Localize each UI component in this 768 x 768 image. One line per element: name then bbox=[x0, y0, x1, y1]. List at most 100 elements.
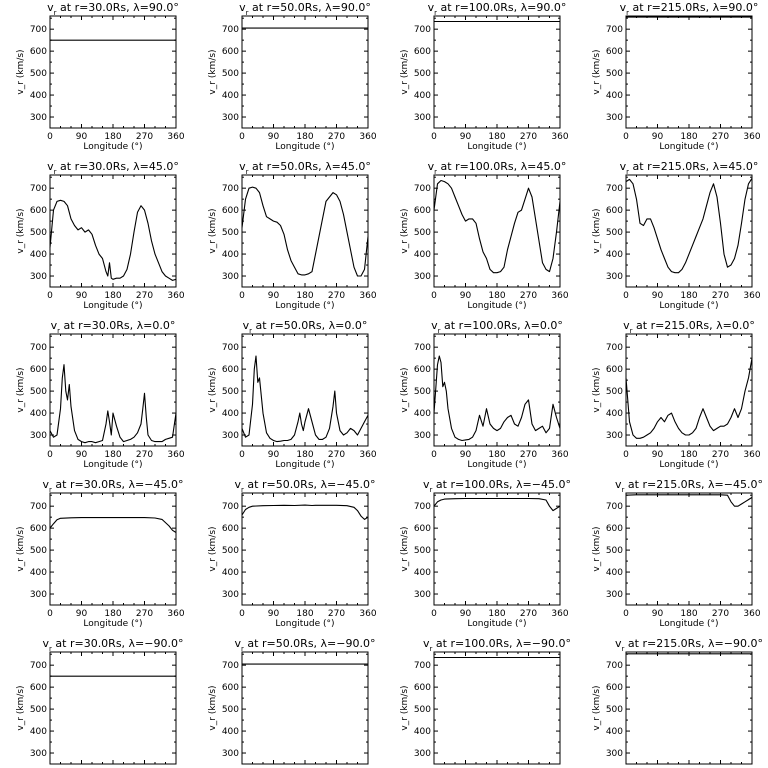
y-tick-label: 500 bbox=[414, 228, 431, 238]
title-text: at r=100.0Rs, λ=90.0° bbox=[437, 1, 566, 14]
y-tick-label: 300 bbox=[30, 431, 47, 441]
title-symbol: v bbox=[423, 637, 430, 650]
panel-4-2: vr at r=50.0Rs, λ=−45.0° 0 90 180 270 360 300 4… bbox=[208, 478, 377, 629]
title-subscript: r bbox=[630, 327, 633, 335]
title-subscript: r bbox=[434, 9, 437, 17]
x-tick-label: 90 bbox=[460, 450, 472, 460]
y-axis-label: v_r (km/s) bbox=[592, 526, 602, 571]
y-tick-label: 700 bbox=[414, 343, 431, 353]
y-tick-label: 400 bbox=[222, 409, 239, 419]
y-tick-label: 300 bbox=[30, 749, 47, 759]
x-axis-label: Longitude (°) bbox=[467, 460, 526, 470]
plot-frame bbox=[625, 15, 753, 129]
y-tick-label: 500 bbox=[30, 387, 47, 397]
plot-frame bbox=[49, 15, 177, 129]
panel-title: vr at r=215.0Rs, λ=0.0° bbox=[623, 319, 755, 335]
y-tick-label: 400 bbox=[606, 727, 623, 737]
title-subscript: r bbox=[626, 168, 629, 176]
panel-5-2: vr at r=50.0Rs, λ=−90.0°0901802703603004… bbox=[208, 637, 376, 765]
title-text: at r=215.0Rs, λ=0.0° bbox=[633, 319, 755, 332]
plot-frame bbox=[433, 492, 561, 606]
plot-frame bbox=[625, 333, 753, 447]
y-tick-label: 600 bbox=[606, 365, 623, 375]
x-tick-label: 180 bbox=[680, 291, 697, 301]
y-tick-label: 300 bbox=[222, 431, 239, 441]
y-tick-label: 600 bbox=[414, 206, 431, 216]
y-axis-label: v_r (km/s) bbox=[208, 526, 218, 571]
x-tick-label: 180 bbox=[488, 132, 505, 142]
y-tick-label: 500 bbox=[606, 387, 623, 397]
x-tick-label: 180 bbox=[104, 291, 121, 301]
y-tick-label: 400 bbox=[30, 727, 47, 737]
title-symbol: v bbox=[615, 637, 622, 650]
title-symbol: v bbox=[43, 478, 50, 491]
x-tick-label: 270 bbox=[520, 450, 537, 460]
plot-frame bbox=[241, 174, 369, 288]
x-axis-label: Longitude (°) bbox=[659, 460, 718, 470]
panel-title: vr at r=100.0Rs, λ=45.0° bbox=[428, 160, 567, 176]
y-tick-label: 600 bbox=[222, 47, 239, 57]
x-tick-label: 0 bbox=[47, 609, 53, 619]
y-axis-label: v_r (km/s) bbox=[16, 367, 26, 412]
x-tick-label: 360 bbox=[551, 609, 568, 619]
x-tick-label: 180 bbox=[296, 450, 313, 460]
x-tick-label: 360 bbox=[359, 132, 376, 142]
plot-frame bbox=[241, 15, 369, 129]
y-tick-label: 300 bbox=[30, 272, 47, 282]
title-symbol: v bbox=[428, 160, 435, 173]
y-tick-label: 700 bbox=[222, 25, 239, 35]
title-symbol: v bbox=[239, 1, 246, 14]
x-tick-label: 360 bbox=[167, 609, 184, 619]
y-tick-label: 400 bbox=[222, 727, 239, 737]
series-line bbox=[49, 517, 177, 533]
y-tick-label: 400 bbox=[606, 91, 623, 101]
y-tick-label: 700 bbox=[606, 184, 623, 194]
panel-title: vr at r=100.0Rs, λ=0.0° bbox=[431, 319, 563, 335]
plot-frame bbox=[49, 492, 177, 606]
y-tick-label: 400 bbox=[414, 568, 431, 578]
x-tick-label: 270 bbox=[712, 450, 729, 460]
y-tick-label: 500 bbox=[414, 387, 431, 397]
title-text: at r=215.0Rs, λ=−90.0° bbox=[624, 637, 763, 650]
y-axis-label: v_r (km/s) bbox=[592, 208, 602, 253]
y-tick-label: 300 bbox=[606, 272, 623, 282]
y-axis-label: v_r (km/s) bbox=[16, 49, 26, 94]
y-tick-label: 600 bbox=[30, 47, 47, 57]
x-tick-label: 360 bbox=[359, 609, 376, 619]
y-tick-label: 600 bbox=[222, 206, 239, 216]
y-tick-label: 500 bbox=[606, 705, 623, 715]
y-tick-label: 400 bbox=[30, 250, 47, 260]
x-tick-label: 180 bbox=[296, 609, 313, 619]
y-tick-label: 600 bbox=[606, 47, 623, 57]
title-symbol: v bbox=[431, 319, 438, 332]
y-tick-label: 300 bbox=[414, 590, 431, 600]
title-subscript: r bbox=[626, 9, 629, 17]
y-tick-label: 500 bbox=[606, 228, 623, 238]
x-tick-label: 360 bbox=[743, 132, 760, 142]
y-tick-label: 500 bbox=[414, 546, 431, 556]
y-tick-label: 500 bbox=[414, 705, 431, 715]
y-tick-label: 400 bbox=[222, 91, 239, 101]
title-symbol: v bbox=[235, 637, 242, 650]
x-axis-label: Longitude (°) bbox=[467, 142, 526, 152]
title-text: at r=30.0Rs, λ=0.0° bbox=[60, 319, 175, 332]
y-tick-label: 600 bbox=[414, 524, 431, 534]
x-tick-label: 270 bbox=[328, 450, 345, 460]
plot-frame bbox=[49, 174, 177, 288]
x-tick-label: 90 bbox=[652, 132, 664, 142]
panel-4-1: vr at r=30.0Rs, λ=−45.0° 0 90 180 270 360 300 4… bbox=[16, 478, 185, 629]
x-axis-label: Longitude (°) bbox=[83, 301, 142, 311]
x-axis-label: Longitude (°) bbox=[467, 301, 526, 311]
series-line bbox=[625, 494, 753, 507]
panel-2-2: vr at r=50.0Rs, λ=45.0° 0 90 180 270 360 300 40… bbox=[208, 160, 377, 311]
panel-title: vr at r=100.0Rs, λ=−45.0° bbox=[423, 478, 571, 494]
panel-title: vr at r=30.0Rs, λ=90.0° bbox=[47, 1, 179, 17]
y-tick-label: 500 bbox=[606, 546, 623, 556]
y-tick-label: 500 bbox=[222, 546, 239, 556]
panel-title: vr at r=50.0Rs, λ=−45.0° bbox=[235, 478, 376, 494]
y-tick-label: 400 bbox=[414, 409, 431, 419]
title-text: at r=50.0Rs, λ=0.0° bbox=[252, 319, 367, 332]
x-axis-label: Longitude (°) bbox=[275, 301, 334, 311]
title-subscript: r bbox=[246, 168, 249, 176]
plot-frame bbox=[49, 651, 177, 765]
